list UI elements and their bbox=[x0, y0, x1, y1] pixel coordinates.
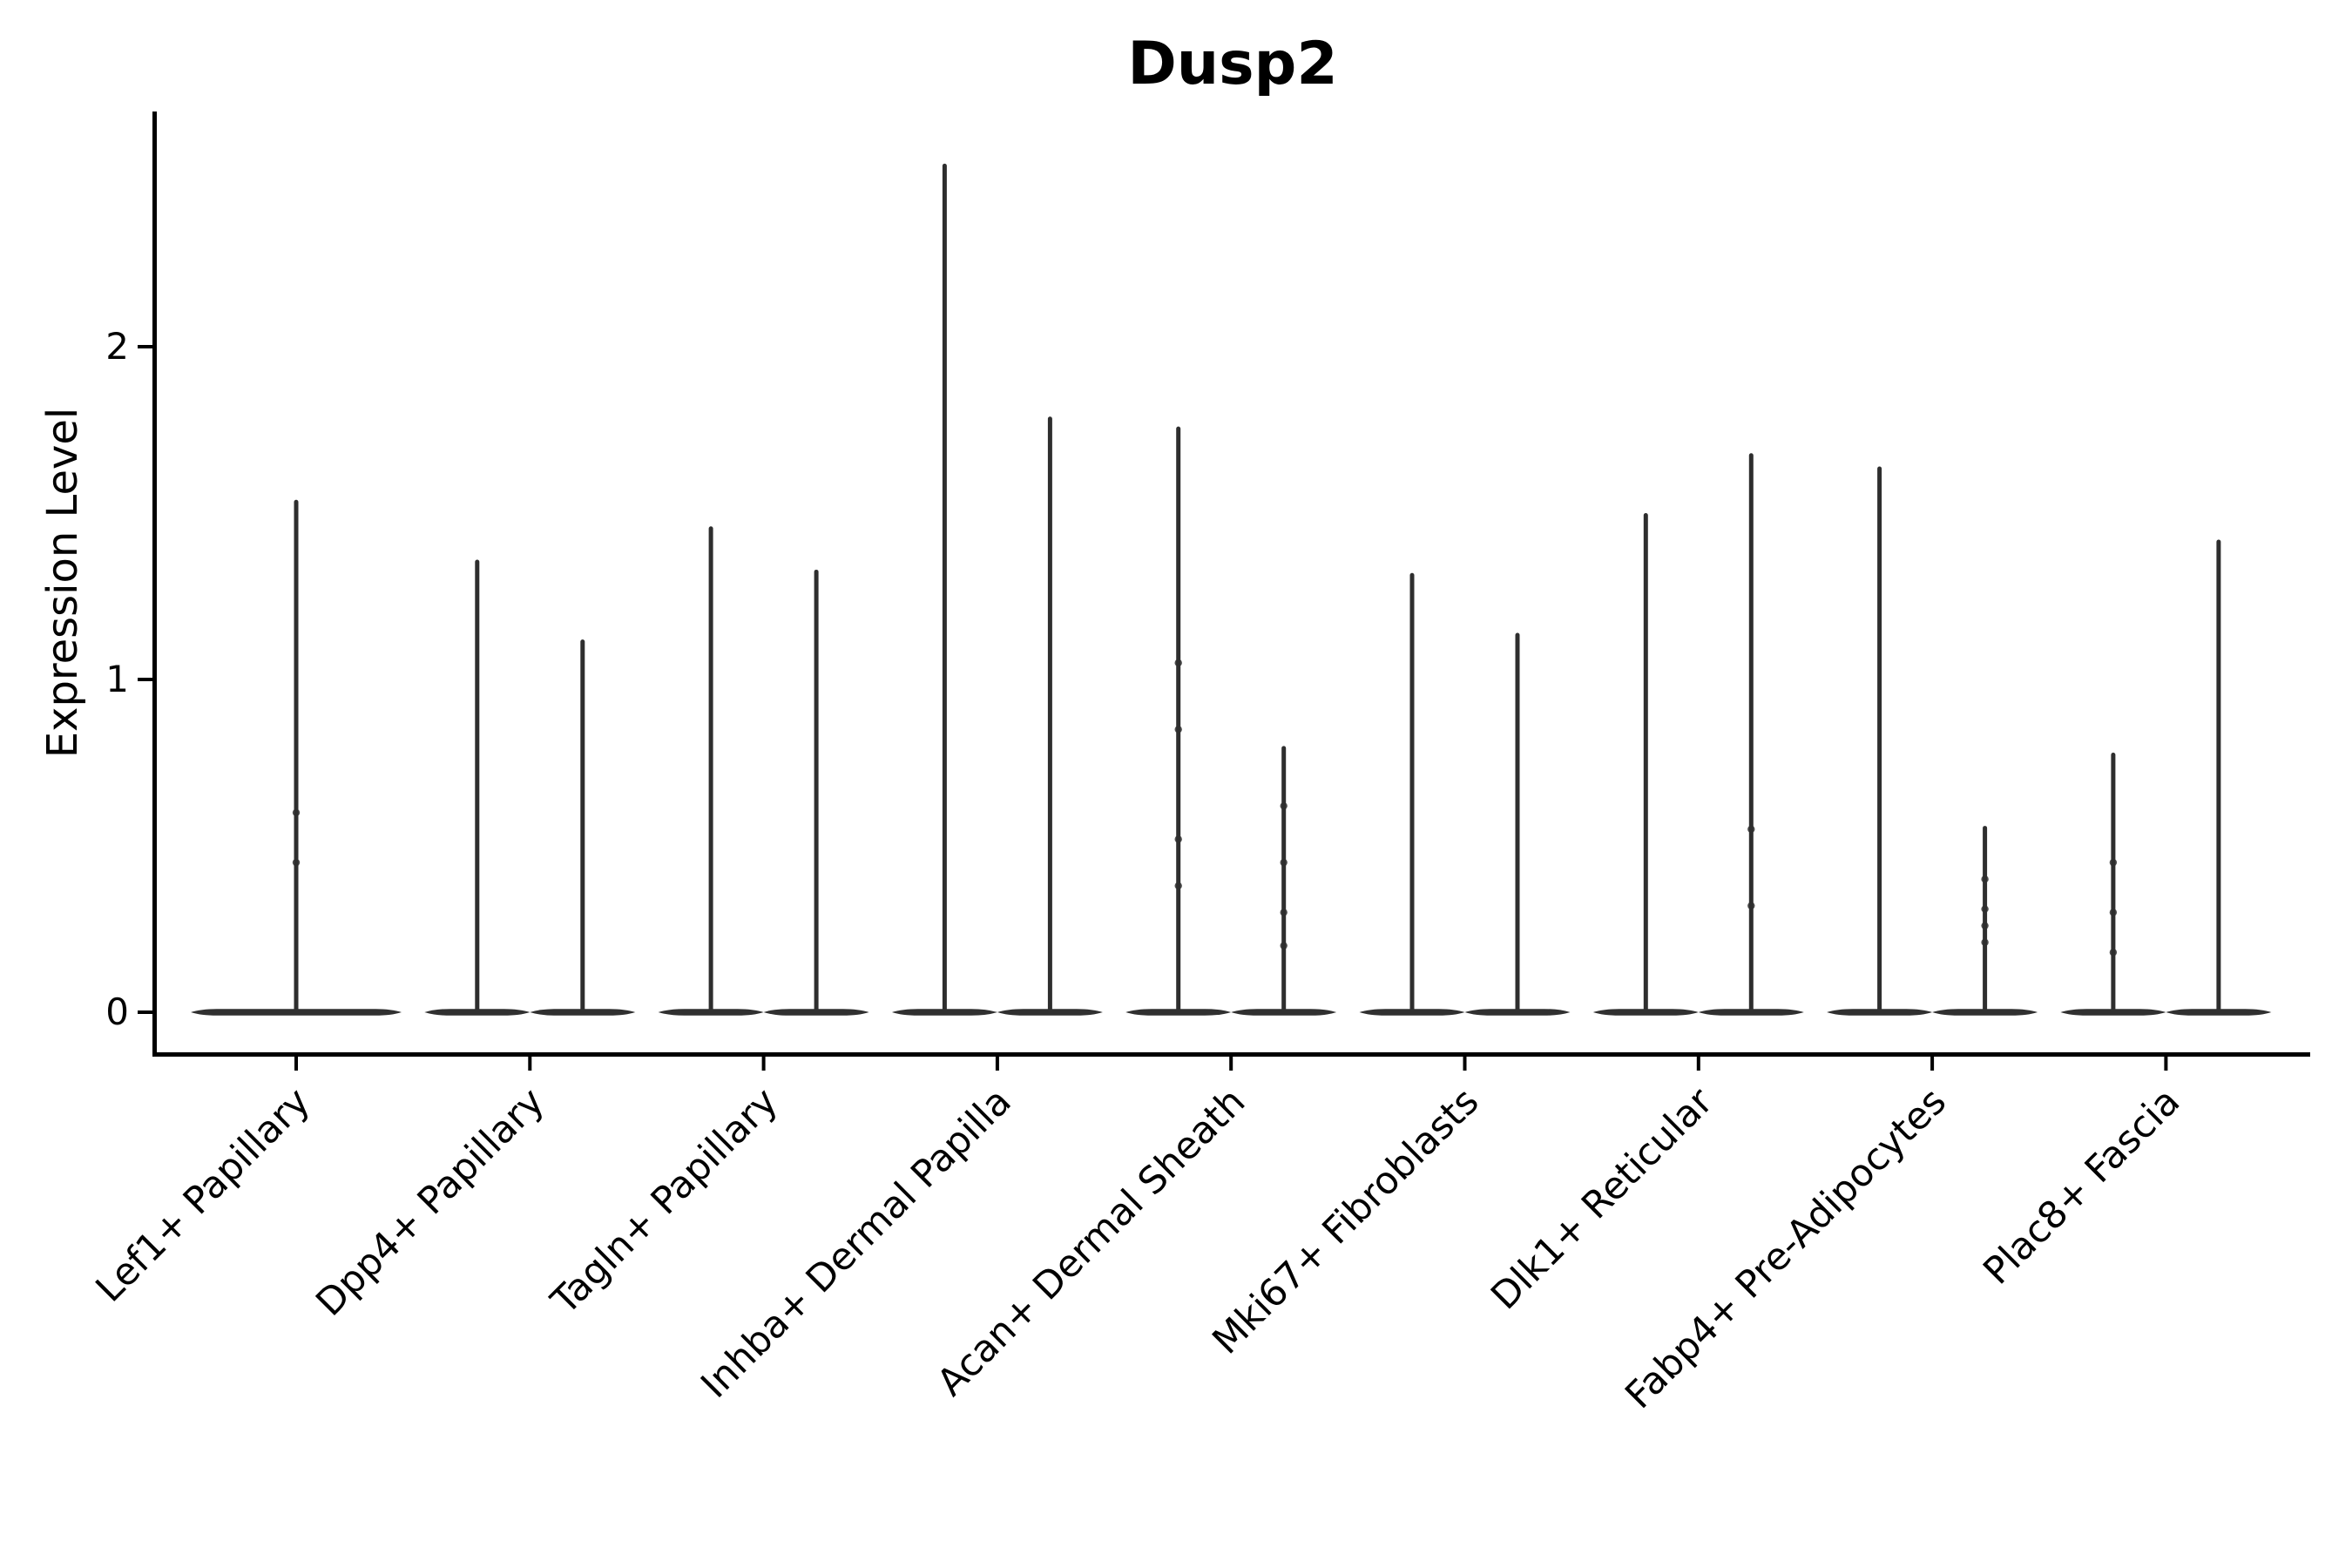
violin-spike bbox=[708, 526, 713, 1014]
violin-base bbox=[2060, 1009, 2166, 1016]
x-tick-mark bbox=[995, 1057, 999, 1071]
violin-base bbox=[2166, 1009, 2272, 1016]
y-tick-mark bbox=[138, 345, 152, 348]
violin-spike bbox=[2111, 753, 2116, 1014]
violin bbox=[2216, 539, 2221, 1014]
violin bbox=[1174, 426, 1182, 1014]
jitter-dot bbox=[1981, 905, 1989, 913]
violin-spike bbox=[1748, 453, 1754, 1014]
violin-base bbox=[1698, 1009, 1804, 1016]
violin-spike bbox=[580, 639, 585, 1014]
y-tick-label: 2 bbox=[105, 325, 129, 368]
violin-spike bbox=[1281, 746, 1287, 1014]
violin-base bbox=[1359, 1009, 1465, 1016]
x-tick-mark bbox=[1696, 1057, 1700, 1071]
y-tick-mark bbox=[138, 1010, 152, 1014]
violin-base bbox=[1592, 1009, 1699, 1016]
y-axis-spine bbox=[152, 112, 157, 1057]
violin bbox=[475, 559, 480, 1014]
violin-spike bbox=[2216, 539, 2221, 1014]
violin bbox=[292, 499, 301, 1014]
violin-base bbox=[1932, 1009, 2038, 1016]
jitter-dot bbox=[2109, 949, 2118, 956]
y-tick-mark bbox=[138, 678, 152, 681]
x-tick-mark bbox=[1930, 1057, 1935, 1071]
jitter-dot bbox=[1280, 858, 1288, 867]
violin-spike bbox=[1877, 466, 1882, 1014]
violin bbox=[1409, 572, 1415, 1014]
x-axis-spine bbox=[152, 1052, 2310, 1057]
jitter-dot bbox=[1174, 835, 1182, 843]
violin bbox=[1643, 513, 1648, 1014]
violin-base bbox=[1125, 1009, 1232, 1016]
jitter-dot bbox=[1981, 922, 1989, 929]
chart-title: Dusp2 bbox=[1127, 30, 1338, 98]
violin-spike bbox=[1176, 426, 1181, 1014]
violin-base bbox=[1827, 1009, 1933, 1016]
jitter-dot bbox=[1747, 902, 1755, 909]
jitter-dot bbox=[1174, 726, 1182, 733]
x-tick-mark bbox=[294, 1057, 298, 1071]
violin-base bbox=[658, 1009, 764, 1016]
violin-base bbox=[1464, 1009, 1571, 1016]
violin-base bbox=[891, 1009, 997, 1016]
x-tick-mark bbox=[1463, 1057, 1467, 1071]
violin bbox=[708, 526, 713, 1014]
violin bbox=[1877, 466, 1882, 1014]
violin bbox=[1515, 632, 1520, 1014]
violin-spike bbox=[814, 569, 819, 1014]
jitter-dot bbox=[1981, 875, 1989, 883]
violin-base bbox=[1231, 1009, 1337, 1016]
x-tick-mark bbox=[761, 1057, 766, 1071]
violin bbox=[1280, 746, 1288, 1014]
x-tick-mark bbox=[2164, 1057, 2168, 1071]
jitter-dot bbox=[1280, 942, 1288, 950]
violin-base bbox=[530, 1009, 636, 1016]
violin-spike bbox=[1047, 416, 1052, 1015]
x-tick-mark bbox=[1229, 1057, 1233, 1071]
violin-spike bbox=[942, 163, 947, 1014]
violin bbox=[942, 163, 947, 1014]
jitter-dot bbox=[292, 808, 301, 816]
jitter-dot bbox=[292, 858, 301, 867]
violin-spike bbox=[1515, 632, 1520, 1014]
jitter-dot bbox=[1981, 938, 1989, 946]
x-tick-mark bbox=[528, 1057, 532, 1071]
y-tick-label: 0 bbox=[105, 990, 129, 1033]
violin-spike bbox=[1983, 826, 1988, 1014]
violin-base bbox=[763, 1009, 869, 1016]
violin-spike bbox=[294, 499, 299, 1014]
jitter-dot bbox=[2109, 858, 2118, 867]
violin-base bbox=[191, 1009, 402, 1016]
jitter-dot bbox=[1280, 909, 1288, 916]
violin bbox=[1047, 416, 1052, 1015]
violin bbox=[1747, 453, 1755, 1014]
y-tick-label: 1 bbox=[105, 658, 129, 700]
jitter-dot bbox=[1174, 659, 1182, 667]
violin bbox=[1981, 826, 1989, 1014]
violin bbox=[814, 569, 819, 1014]
jitter-dot bbox=[2109, 909, 2118, 916]
jitter-dot bbox=[1174, 882, 1182, 890]
violin bbox=[2109, 753, 2118, 1014]
violin-spike bbox=[1409, 572, 1415, 1014]
violin-base bbox=[997, 1009, 1103, 1016]
violin-spike bbox=[475, 559, 480, 1014]
violin-base bbox=[424, 1009, 531, 1016]
violin bbox=[580, 639, 585, 1014]
violin-spike bbox=[1643, 513, 1648, 1014]
jitter-dot bbox=[1747, 825, 1755, 834]
jitter-dot bbox=[1280, 801, 1288, 810]
